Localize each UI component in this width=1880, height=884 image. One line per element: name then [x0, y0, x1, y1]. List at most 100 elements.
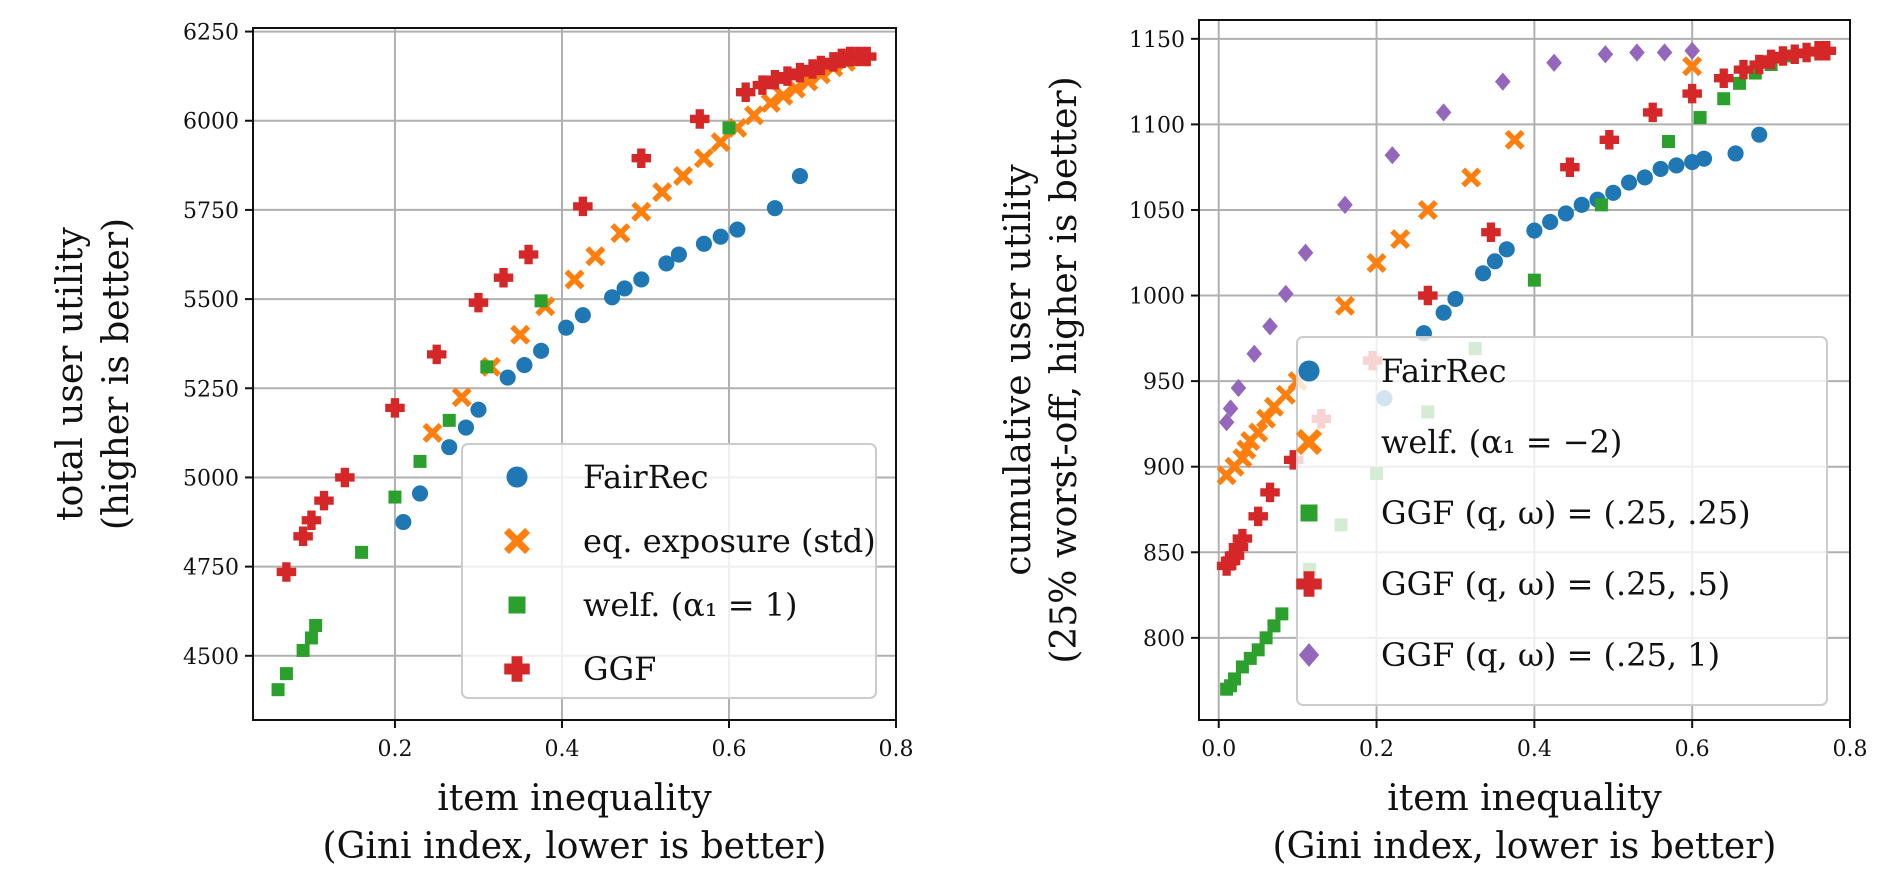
y-tick-label: 900 — [1143, 456, 1185, 481]
data-point — [1733, 76, 1747, 90]
data-point — [457, 419, 475, 436]
data-point — [1222, 399, 1239, 418]
y-tick-label: 950 — [1143, 370, 1185, 395]
data-point — [1267, 619, 1281, 633]
y-tick-label: 1000 — [1129, 285, 1185, 310]
y-axis-label: cumulative user utility — [998, 164, 1039, 576]
y-tick-label: 850 — [1143, 541, 1185, 566]
data-point — [413, 454, 427, 468]
data-point — [766, 200, 783, 217]
data-point — [1693, 111, 1707, 125]
data-point — [1366, 253, 1387, 274]
legend-marker — [504, 656, 530, 682]
data-point — [516, 357, 533, 374]
data-point — [468, 292, 489, 313]
x-axis-label: (Gini index, lower is better) — [323, 826, 827, 867]
data-point — [518, 244, 539, 265]
data-point — [1662, 135, 1676, 149]
data-point — [395, 513, 412, 531]
series-0 — [395, 167, 809, 531]
y-tick-label: 6000 — [183, 110, 239, 135]
data-point — [426, 344, 447, 365]
data-point — [722, 121, 736, 135]
data-point — [1727, 145, 1744, 162]
data-point — [451, 387, 472, 408]
x-tick-label: 0.4 — [544, 737, 579, 762]
data-point — [1785, 44, 1805, 64]
data-point — [585, 246, 606, 267]
data-point — [1228, 672, 1242, 686]
y-tick-label: 800 — [1143, 627, 1185, 652]
data-point — [735, 82, 756, 102]
data-point — [1713, 68, 1734, 88]
data-point — [1475, 265, 1492, 282]
legend-marker — [508, 596, 526, 614]
data-point — [1218, 413, 1235, 432]
data-point — [1283, 450, 1304, 470]
data-point — [773, 85, 794, 106]
data-point — [1232, 528, 1253, 549]
data-point — [1248, 506, 1268, 527]
y-axis-label: (25% worst-off, higher is better) — [1044, 76, 1085, 663]
data-point — [1230, 378, 1247, 398]
data-point — [791, 167, 809, 185]
data-point — [811, 55, 831, 76]
data-point — [533, 342, 550, 359]
data-point — [610, 223, 631, 244]
data-point — [1717, 92, 1731, 106]
legend-marker — [1298, 360, 1320, 382]
legend-label: GGF (q, ω) = (.25, 1) — [1381, 636, 1720, 674]
data-point — [1733, 59, 1754, 80]
data-point — [1259, 631, 1273, 645]
legend-marker — [1295, 428, 1323, 456]
legend-label: GGF (q, ω) = (.25, .25) — [1381, 494, 1751, 532]
legend-label: eq. exposure (std) — [583, 522, 876, 560]
data-point — [658, 255, 675, 272]
data-point — [564, 269, 585, 290]
data-point — [1504, 129, 1525, 150]
y-tick-label: 6250 — [183, 21, 239, 46]
legend-marker — [1300, 504, 1318, 522]
data-point — [1749, 54, 1770, 75]
data-point — [710, 132, 731, 153]
data-point — [1384, 146, 1401, 165]
data-point — [1495, 72, 1511, 91]
data-point — [534, 294, 548, 308]
x-tick-label: 0.2 — [1359, 737, 1394, 762]
data-point — [1278, 284, 1294, 303]
legend-label: welf. (α₁ = −2) — [1381, 423, 1622, 461]
x-tick-label: 0.4 — [1517, 737, 1552, 762]
data-point — [574, 307, 591, 324]
data-point — [1418, 285, 1438, 306]
data-point — [1417, 199, 1438, 220]
data-point — [1498, 241, 1515, 258]
y-tick-label: 4500 — [183, 645, 239, 670]
data-point — [1390, 229, 1411, 250]
data-point — [695, 235, 712, 252]
data-point — [1246, 344, 1263, 363]
data-point — [1656, 43, 1673, 62]
data-point — [1636, 169, 1653, 186]
data-point — [1652, 160, 1669, 177]
plot-frame — [1198, 19, 1851, 721]
data-point — [335, 467, 355, 488]
data-point — [1260, 482, 1280, 503]
data-point — [1435, 103, 1452, 122]
data-point — [1597, 45, 1614, 64]
data-point — [1560, 157, 1580, 177]
x-tick-label: 0.2 — [377, 737, 412, 762]
data-point — [616, 280, 633, 297]
data-point — [1751, 126, 1768, 143]
series-4 — [1218, 41, 1700, 432]
legend-box — [461, 443, 877, 699]
data-point — [470, 401, 487, 418]
x-axis-label: item inequality — [1387, 778, 1662, 819]
data-point — [296, 643, 310, 657]
data-point — [604, 289, 621, 306]
y-tick-label: 1150 — [1129, 28, 1185, 53]
data-point — [385, 398, 405, 418]
legend-label: FairRec — [583, 458, 709, 496]
data-point — [1773, 46, 1793, 66]
data-point — [1435, 304, 1452, 321]
data-point — [1337, 195, 1353, 214]
